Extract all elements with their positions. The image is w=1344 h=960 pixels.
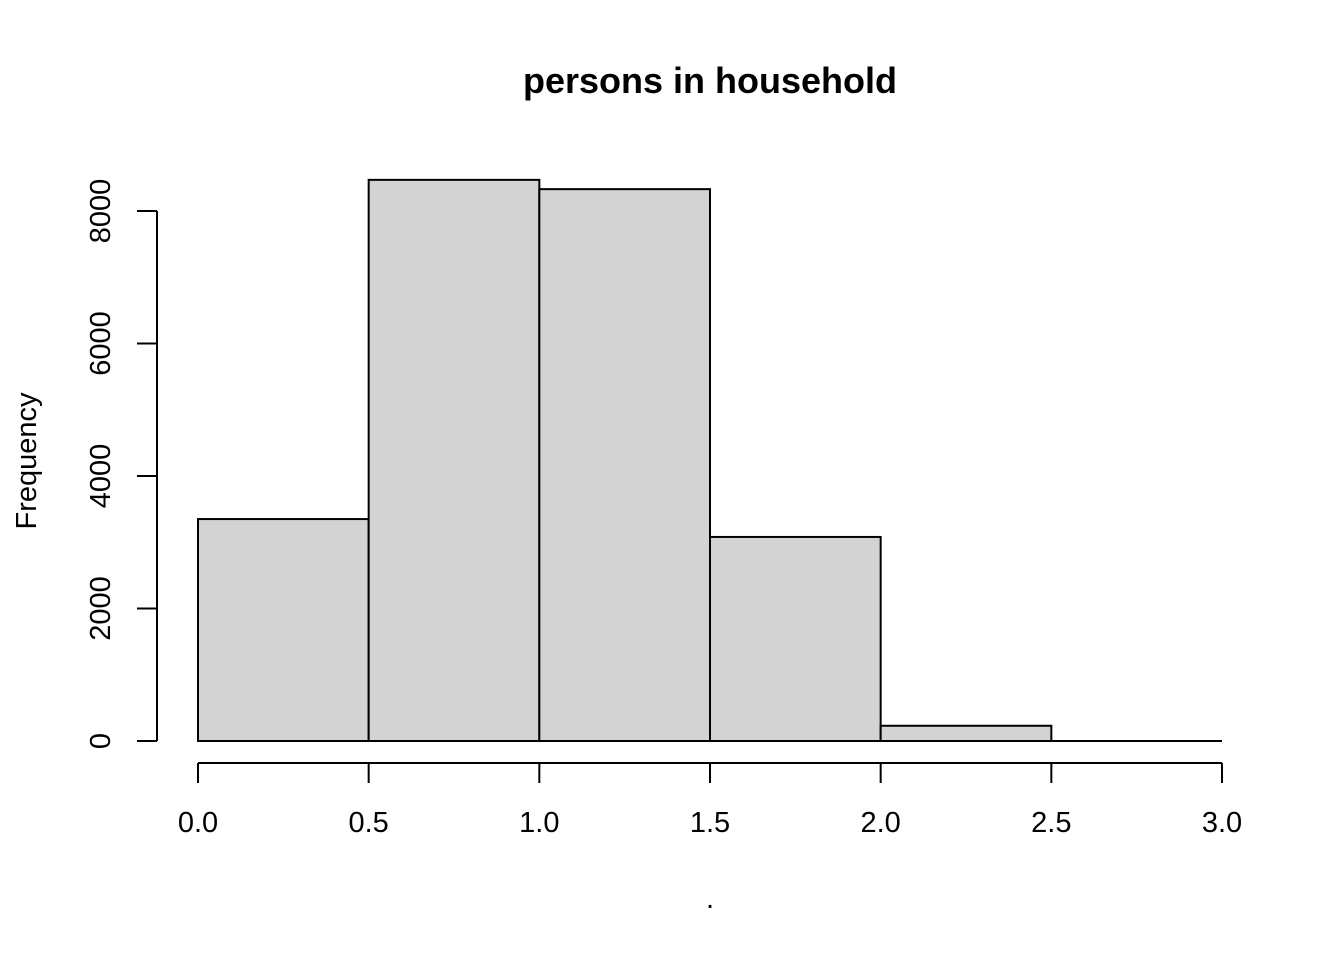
- y-axis-label: Frequency: [11, 392, 43, 530]
- y-tick-label: 6000: [85, 311, 117, 376]
- bars: [197, 178, 1222, 743]
- y-tick-label: 4000: [85, 444, 117, 509]
- x-tick-label: 0.5: [349, 807, 389, 839]
- y-tick-label: 8000: [85, 179, 117, 244]
- y-tick-label: 0: [85, 733, 117, 749]
- y-tick-label: 2000: [85, 576, 117, 641]
- x-tick-label: 0.0: [178, 807, 218, 839]
- histogram-bar: [538, 188, 711, 742]
- x-tick-label: 1.0: [519, 807, 559, 839]
- histogram-bar: [197, 518, 370, 742]
- histogram-bar: [709, 535, 882, 743]
- x-tick-label: 1.5: [690, 807, 730, 839]
- chart-title: persons in household: [523, 60, 897, 101]
- histogram-bar: [367, 178, 541, 743]
- histogram-bar: [879, 724, 1053, 743]
- x-tick-label: 2.0: [861, 807, 901, 839]
- x-tick-label: 2.5: [1031, 807, 1071, 839]
- x-tick-label: 3.0: [1202, 807, 1242, 839]
- y-axis: 0 2000 4000 6000 8000: [85, 179, 158, 749]
- x-axis: 0.0 0.5 1.0 1.5 2.0 2.5 3.0: [178, 762, 1242, 839]
- x-axis-label: .: [706, 883, 714, 915]
